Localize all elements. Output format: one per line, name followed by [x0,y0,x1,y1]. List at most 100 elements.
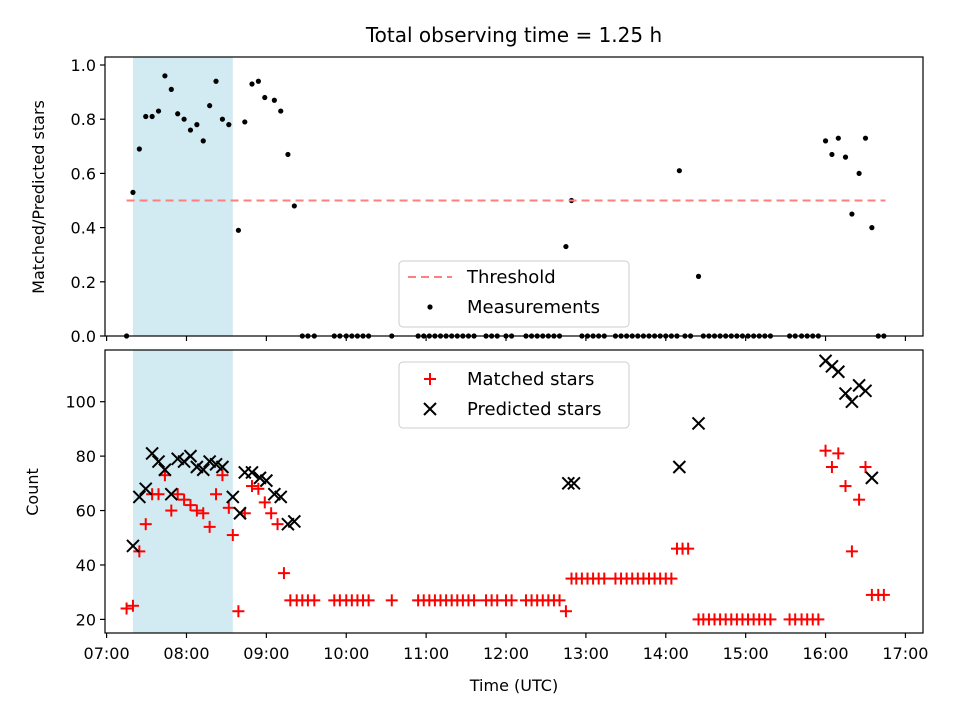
matched-point [245,480,258,493]
matched-point [210,488,223,501]
matched-point [203,520,216,533]
legend-plus-marker [424,373,436,385]
measurement-point [168,86,174,92]
x-stroke [209,457,223,471]
measurement-point [242,119,248,125]
x-stroke [845,394,859,409]
measurement-point [869,225,875,231]
predicted-point [245,465,259,480]
predicted-point [858,384,873,398]
predicted-point [196,463,210,477]
legend-x-marker [423,402,437,416]
bottom-y-axis-label: Count [23,468,42,516]
matched-point [839,480,852,493]
measurement-point [207,103,213,109]
bottom-y-tick-label: 100 [65,393,96,412]
bottom-y-tick-label: 20 [76,610,96,629]
measurement-point [856,170,862,177]
bottom-y-tick-label: 60 [76,502,96,521]
count-series [120,354,890,626]
measurement-point [187,127,194,133]
matched-point [216,469,229,482]
predicted-point [233,506,247,520]
x-tick-label: 17:00 [882,644,928,663]
measurement-point [676,168,682,174]
predicted-point [132,490,147,504]
matched-point [232,605,245,618]
predicted-point [691,416,706,431]
matched-point [222,501,235,514]
top-y-axis: 0.0 0.2 0.4 0.6 0.8 1.0 [71,56,105,346]
x-stroke [245,465,259,480]
legend-matched-swatch [424,373,436,385]
measurement-point [291,203,297,209]
matched-point [120,602,133,615]
top-y-tick-label: 0.4 [71,219,96,238]
measurement-point [862,135,869,141]
top-legend: Threshold Measurements [398,260,630,328]
bottom-y-axis: 20 40 60 80 100 [65,393,105,629]
top-x-axis-ticks [105,336,907,341]
matched-point [190,504,203,517]
x-stroke [164,487,179,501]
top-y-tick-label: 0.6 [71,164,96,183]
x-tick-label: 07:00 [84,644,130,663]
matched-point [825,461,838,474]
matched-point [385,594,398,607]
bottom-legend: Matched stars Predicted stars [398,361,630,429]
x-stroke [202,454,217,469]
measurement-point [149,113,155,120]
matched-point [853,493,866,506]
predicted-point [561,476,576,491]
matched-point [277,567,290,580]
matched-point [226,529,239,542]
matched-point [468,594,481,607]
x-stroke [226,490,240,504]
x-stroke [858,384,873,398]
matched-point [258,496,271,509]
bottom-x-axis: 07:00 08:00 09:00 10:00 11:00 12:00 13:00 14:00… [84,633,928,663]
bottom-y-tick-label: 40 [76,556,96,575]
predicted-point [567,476,581,491]
measurement-point [271,97,277,103]
measurement-point [235,227,242,233]
x-stroke [145,446,159,461]
predicted-point [215,460,230,474]
matched-point [139,518,152,531]
measurement-point [194,122,200,128]
matched-point [171,488,184,501]
matched-point [819,444,832,457]
x-tick-label: 11:00 [403,644,449,663]
x-stroke [183,449,198,463]
measurement-point [278,108,284,114]
measurement-point [155,108,162,114]
x-stroke [267,487,282,501]
predicted-point [164,487,179,501]
matched-point [845,545,858,558]
bottom-y-tick-label: 80 [76,447,96,466]
measurement-point [829,151,835,158]
x-tick-label: 10:00 [323,644,369,663]
predicted-point [158,463,172,477]
matched-point [265,507,278,520]
x-tick-label: 15:00 [723,644,769,663]
measurement-point [175,111,181,117]
matched-point [553,594,566,607]
measurement-point [181,116,187,122]
x-tick-label: 12:00 [483,644,529,663]
x-tick-label: 09:00 [243,644,289,663]
x-stroke [561,476,576,491]
x-stroke [170,452,185,466]
matched-point [158,469,171,482]
top-y-axis-label: Matched/Predicted stars [29,100,48,294]
matched-point [178,493,191,506]
matched-point [362,594,375,607]
measurement-point [262,94,268,101]
matched-point [152,488,165,501]
predicted-point [845,394,859,409]
matched-point [682,542,695,555]
matched-point [764,613,777,626]
matched-point [505,594,518,607]
predicted-point [865,471,879,485]
x-stroke [139,482,153,496]
